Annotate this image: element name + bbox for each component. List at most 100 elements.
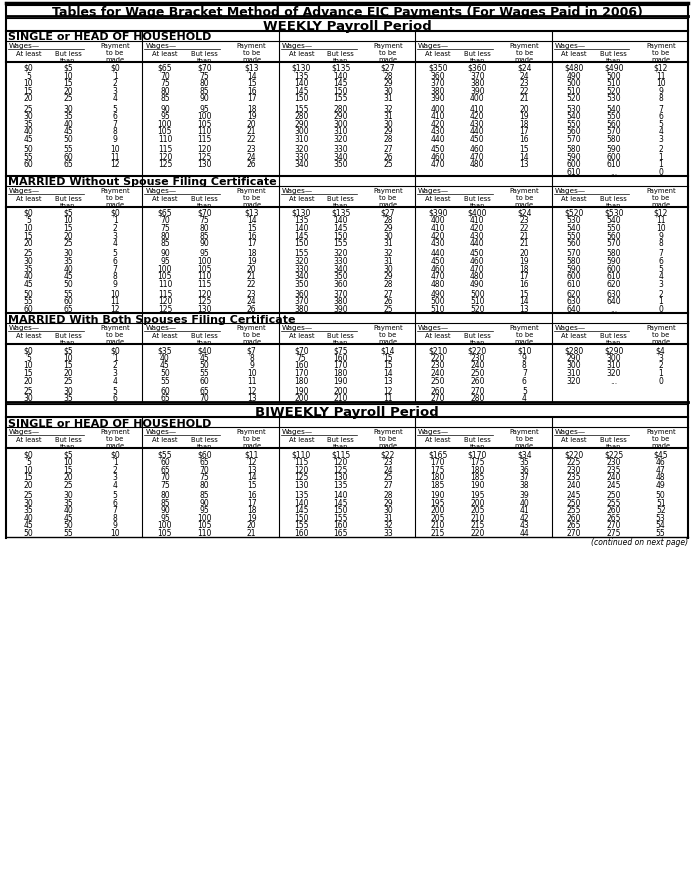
- Text: 125: 125: [158, 160, 172, 169]
- Text: 12: 12: [110, 305, 120, 314]
- Text: 75: 75: [160, 224, 170, 233]
- Text: 265: 265: [607, 513, 621, 522]
- Text: 50: 50: [24, 290, 33, 299]
- Text: $530: $530: [604, 209, 623, 218]
- Text: 90: 90: [160, 104, 170, 113]
- Text: 28: 28: [383, 280, 393, 288]
- Text: Wages—: Wages—: [9, 188, 40, 194]
- Text: 28: 28: [383, 491, 393, 500]
- Text: 45: 45: [63, 513, 73, 522]
- Text: 45: 45: [160, 362, 170, 371]
- Text: 51: 51: [656, 498, 666, 507]
- Text: 630: 630: [567, 297, 582, 306]
- Text: $220: $220: [468, 346, 487, 355]
- Text: 1: 1: [112, 71, 117, 80]
- Text: At least: At least: [152, 196, 178, 202]
- Text: Payment
to be
made: Payment to be made: [646, 43, 675, 63]
- Text: $45: $45: [654, 450, 668, 459]
- Text: 7: 7: [112, 506, 117, 515]
- Text: $55: $55: [158, 450, 172, 459]
- Text: 100: 100: [158, 120, 172, 129]
- Text: 3: 3: [659, 354, 663, 363]
- Text: 480: 480: [470, 160, 484, 169]
- Text: At least: At least: [152, 51, 178, 57]
- Text: 155: 155: [294, 249, 309, 258]
- Text: Wages—: Wages—: [418, 430, 449, 436]
- Text: 630: 630: [607, 290, 621, 299]
- Text: But less
than: But less than: [464, 438, 491, 450]
- Text: 70: 70: [160, 216, 170, 226]
- Text: 15: 15: [520, 290, 529, 299]
- Text: 190: 190: [294, 387, 309, 396]
- Text: 480: 480: [470, 272, 484, 281]
- Text: 255: 255: [607, 498, 621, 507]
- Text: 205: 205: [470, 506, 484, 515]
- Text: 500: 500: [430, 297, 445, 306]
- Text: 60: 60: [200, 377, 210, 386]
- Text: WEEKLY Payroll Period: WEEKLY Payroll Period: [262, 20, 432, 33]
- Text: 390: 390: [470, 87, 484, 96]
- Text: Payment
to be
made: Payment to be made: [646, 325, 675, 346]
- Text: 5: 5: [26, 354, 31, 363]
- Text: 16: 16: [246, 491, 256, 500]
- Text: 280: 280: [334, 104, 348, 113]
- Text: 460: 460: [430, 153, 445, 162]
- Text: 70: 70: [200, 395, 210, 404]
- Text: 280: 280: [294, 113, 309, 121]
- Text: 290: 290: [294, 120, 309, 129]
- Text: 160: 160: [334, 522, 348, 530]
- Text: 330: 330: [294, 264, 309, 273]
- Text: Payment
to be
made: Payment to be made: [509, 325, 539, 346]
- Text: 10: 10: [63, 458, 73, 467]
- Text: 150: 150: [334, 87, 348, 96]
- Text: $210: $210: [428, 346, 448, 355]
- Text: At least: At least: [561, 438, 587, 444]
- Text: 5: 5: [112, 249, 117, 258]
- Text: 145: 145: [334, 224, 348, 233]
- Text: 30: 30: [24, 395, 33, 404]
- Text: 5: 5: [659, 120, 663, 129]
- Text: 43: 43: [519, 522, 530, 530]
- Text: 590: 590: [607, 145, 621, 154]
- Text: 15: 15: [24, 87, 33, 96]
- Text: 85: 85: [160, 498, 170, 507]
- Text: 9: 9: [249, 362, 254, 371]
- Text: 310: 310: [334, 128, 348, 137]
- Text: 54: 54: [656, 522, 666, 530]
- Text: But less
than: But less than: [328, 196, 354, 209]
- Text: 52: 52: [656, 506, 666, 515]
- Text: 265: 265: [567, 522, 582, 530]
- Text: 6: 6: [659, 257, 663, 266]
- Text: 370: 370: [294, 297, 309, 306]
- Text: $0: $0: [24, 209, 33, 218]
- Text: 12: 12: [247, 458, 256, 467]
- Text: Wages—: Wages—: [146, 188, 176, 194]
- Text: 50: 50: [24, 145, 33, 154]
- Text: 19: 19: [246, 113, 256, 121]
- Text: 50: 50: [200, 362, 210, 371]
- Text: 60: 60: [63, 153, 73, 162]
- Text: 5: 5: [522, 387, 527, 396]
- Text: 125: 125: [197, 297, 212, 306]
- Text: $5: $5: [63, 64, 73, 73]
- Text: 19: 19: [246, 257, 256, 266]
- Text: 30: 30: [63, 387, 73, 396]
- Text: 510: 510: [430, 305, 445, 314]
- Text: 21: 21: [520, 95, 529, 104]
- Text: But less
than: But less than: [191, 51, 218, 64]
- Text: 8: 8: [659, 239, 663, 248]
- Text: 35: 35: [519, 458, 530, 467]
- Text: 215: 215: [430, 529, 445, 538]
- Text: 260: 260: [430, 387, 445, 396]
- Text: 6: 6: [112, 257, 117, 266]
- Text: 145: 145: [294, 87, 309, 96]
- Text: 320: 320: [334, 135, 348, 144]
- Text: Wages—: Wages—: [418, 188, 449, 194]
- Text: 31: 31: [383, 95, 393, 104]
- Text: 250: 250: [430, 377, 445, 386]
- Text: 580: 580: [607, 135, 621, 144]
- Text: $27: $27: [381, 64, 395, 73]
- Text: 35: 35: [63, 498, 73, 507]
- Text: 215: 215: [470, 522, 484, 530]
- Text: 1: 1: [112, 216, 117, 226]
